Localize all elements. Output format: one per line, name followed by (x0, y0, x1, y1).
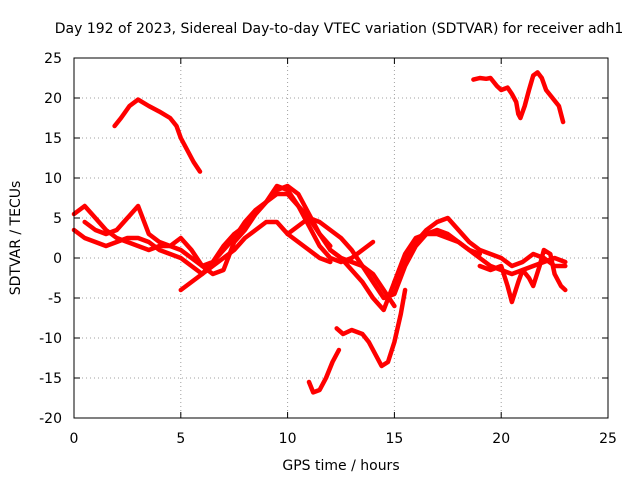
x-tick-label: 10 (279, 431, 297, 447)
y-axis-label: SDTVAR / TECUs (8, 181, 24, 296)
x-axis-label: GPS time / hours (282, 458, 399, 474)
series-track-4 (178, 219, 333, 293)
y-tick-label: 0 (53, 251, 62, 267)
series-track-5 (285, 215, 483, 301)
y-tick-label: -5 (48, 291, 62, 307)
series-track-10 (306, 347, 342, 395)
x-tick-label: 5 (176, 431, 185, 447)
y-tick-label: -15 (39, 371, 62, 387)
series-layer (71, 70, 568, 395)
x-tick-label: 15 (385, 431, 403, 447)
series-track-12 (471, 70, 566, 125)
series-track-7 (392, 215, 568, 285)
series-track-11 (334, 287, 408, 369)
tick-layer: 0 5 10 15 20 25 -20 -15 -10 -5 0 5 10 15 20 25 (39, 51, 617, 447)
series-track-8 (477, 247, 568, 305)
y-tick-label: 15 (44, 131, 62, 147)
x-tick-label: 0 (70, 431, 79, 447)
y-tick-label: 5 (53, 211, 62, 227)
y-tick-label: 25 (44, 51, 62, 67)
series-track-6 (328, 231, 568, 313)
x-tick-label: 20 (492, 431, 510, 447)
y-tick-label: 10 (44, 171, 62, 187)
y-tick-label: -10 (39, 331, 62, 347)
x-tick-label: 25 (599, 431, 617, 447)
y-tick-label: 20 (44, 91, 62, 107)
plot-frame (73, 57, 609, 419)
grid-layer (74, 58, 608, 418)
series-track-2 (71, 183, 376, 277)
y-tick-label: -20 (39, 411, 62, 427)
chart-title: Day 192 of 2023, Sidereal Day-to-day VTE… (55, 21, 623, 37)
series-track-9 (112, 97, 203, 174)
